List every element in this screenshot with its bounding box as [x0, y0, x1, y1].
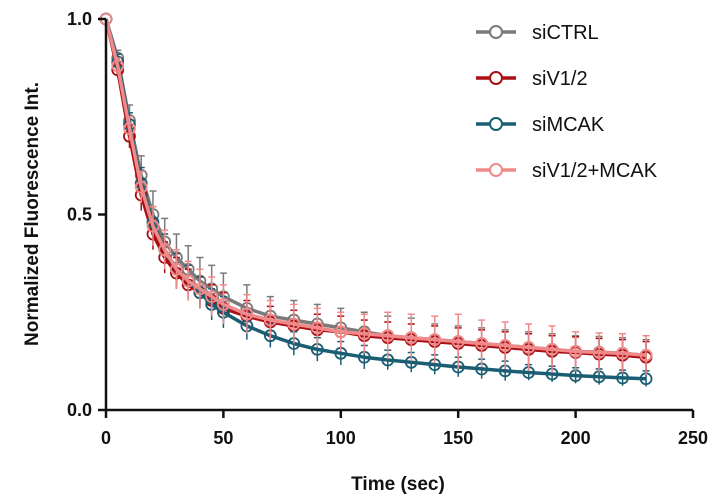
data-point [123, 122, 136, 135]
data-point [357, 327, 371, 341]
data-point [639, 348, 653, 362]
data-point [181, 274, 195, 288]
legend-label: siCTRL [532, 22, 599, 44]
data-point [475, 337, 489, 350]
data-point [193, 282, 207, 296]
data-point [451, 335, 465, 348]
data-point [381, 329, 395, 343]
data-point [569, 344, 582, 358]
data-point [111, 59, 125, 73]
data-point [170, 262, 183, 276]
data-point [287, 317, 301, 331]
series-line [104, 18, 647, 358]
data-point [616, 346, 629, 360]
x-tick-label: 0 [101, 428, 111, 448]
data-point [216, 298, 230, 311]
data-point [522, 341, 536, 354]
y-tick-label: 1.0 [67, 9, 92, 29]
x-tick-label: 250 [678, 428, 708, 448]
data-point [498, 339, 512, 352]
legend-swatch-marker [489, 25, 503, 39]
x-tick-label: 150 [443, 428, 473, 448]
legend-label: siV1/2+MCAK [532, 160, 658, 182]
data-point [334, 325, 348, 339]
axes: 0 50 100 150 200 250 0.0 0.5 1.0 [67, 9, 708, 448]
legend-item-siv1-2: siV1/2 [476, 68, 588, 90]
data-point [404, 331, 418, 345]
x-axis-ticks: 0 50 100 150 200 250 [101, 410, 708, 448]
legend: siCTRL siV1/2 siMCAK siV1/2+MCAK [476, 22, 658, 182]
legend-label: siMCAK [532, 114, 605, 136]
y-tick-label: 0.0 [67, 400, 92, 420]
legend-swatch-marker [489, 71, 503, 85]
legend-swatch-marker [489, 117, 503, 131]
data-point [134, 180, 148, 194]
x-tick-label: 200 [561, 428, 591, 448]
data-point [146, 219, 160, 233]
data-point [263, 313, 277, 327]
data-point [240, 307, 254, 321]
y-axis-ticks: 0.0 0.5 1.0 [67, 9, 106, 420]
data-point [158, 243, 172, 257]
x-tick-label: 50 [213, 428, 233, 448]
y-tick-label: 0.5 [67, 205, 92, 225]
x-tick-label: 100 [326, 428, 356, 448]
y-axis-title: Normalized Fluorescence Int. [22, 82, 43, 346]
x-axis-title: Time (sec) [351, 474, 445, 495]
legend-item-siv1-2-mcak: siV1/2+MCAK [476, 160, 658, 182]
legend-item-simcak: siMCAK [476, 114, 605, 136]
plot-area [99, 12, 653, 387]
data-point [310, 321, 324, 335]
legend-item-sictrl: siCTRL [476, 22, 599, 44]
data-point [545, 342, 559, 356]
data-point [428, 333, 442, 347]
legend-swatch-marker [489, 163, 503, 177]
data-point [205, 290, 219, 304]
series-siv1-2-mcak [99, 12, 653, 375]
data-point [592, 346, 606, 359]
legend-label: siV1/2 [532, 68, 588, 90]
